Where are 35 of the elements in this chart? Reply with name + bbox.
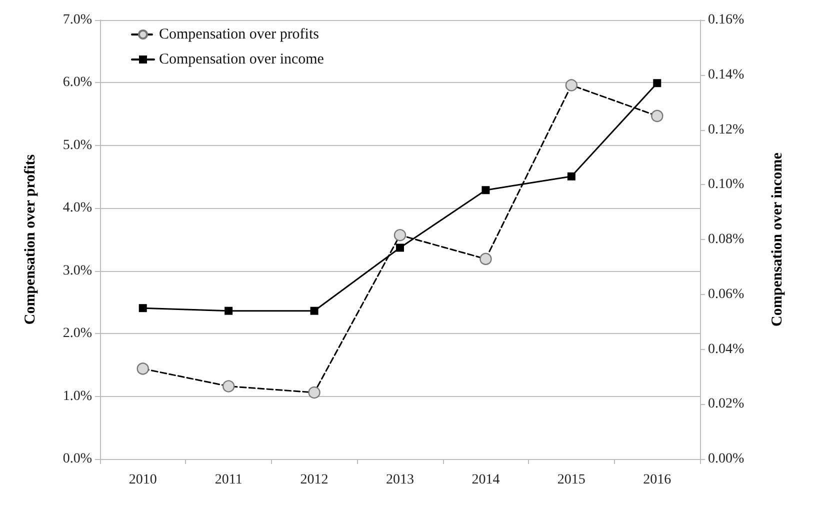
legend-label: Compensation over profits bbox=[159, 26, 320, 42]
y-tick-label: 4.0% bbox=[62, 200, 92, 216]
x-tick-label: 2013 bbox=[386, 472, 414, 488]
y-tick-label: 1.0% bbox=[62, 388, 92, 404]
point bbox=[567, 172, 576, 180]
y-tick-label: 3.0% bbox=[62, 263, 92, 278]
point bbox=[653, 79, 662, 88]
point bbox=[138, 304, 147, 312]
x-tick-label: 2015 bbox=[557, 472, 586, 488]
y2-tick-label: 0.04% bbox=[708, 342, 744, 357]
y2-tick-label: 0.10% bbox=[708, 177, 744, 192]
y-tick-label: 2.0% bbox=[62, 326, 92, 342]
y2-tick-label: 0.16% bbox=[708, 12, 744, 28]
y-tick-label: 6.0% bbox=[62, 75, 92, 90]
y-tick-label: 0.0% bbox=[62, 452, 92, 466]
y2-tick-label: 0.14% bbox=[708, 67, 744, 82]
y-tick-label: 7.0% bbox=[62, 12, 92, 28]
x-tick-label: 2016 bbox=[643, 472, 672, 488]
y-tick-label: 5.0% bbox=[62, 138, 92, 153]
x-tick-label: 2011 bbox=[214, 472, 242, 488]
y2-tick-label: 0.00% bbox=[708, 452, 744, 466]
point bbox=[482, 186, 490, 194]
point bbox=[396, 244, 404, 252]
y2-tick-label: 0.08% bbox=[708, 232, 744, 247]
point bbox=[224, 306, 233, 315]
y2-tick-label: 0.06% bbox=[708, 286, 744, 302]
y2-axis-title: Compensation over income bbox=[770, 152, 786, 326]
legend-label: Compensation over income bbox=[159, 52, 324, 68]
y2-tick-label: 0.12% bbox=[708, 122, 744, 138]
y-axis-title: Compensation over profits bbox=[22, 154, 38, 325]
y2-tick-label: 0.02% bbox=[708, 396, 744, 412]
x-tick-label: 2010 bbox=[128, 472, 157, 488]
x-tick-label: 2012 bbox=[300, 472, 328, 488]
point bbox=[310, 306, 318, 315]
x-tick-label: 2014 bbox=[472, 472, 500, 488]
